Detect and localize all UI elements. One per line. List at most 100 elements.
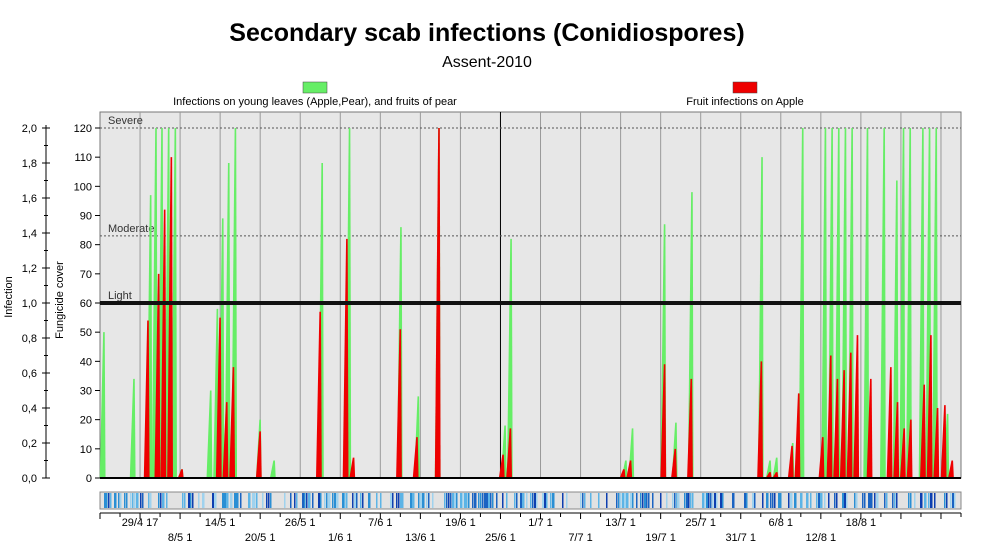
left-tick-label: 1,8 <box>22 158 37 170</box>
red-spike <box>933 408 940 478</box>
strip-mark <box>268 493 270 508</box>
strip-mark <box>732 493 735 508</box>
red-spike <box>833 378 840 478</box>
strip-mark <box>256 493 258 508</box>
strip-mark <box>770 493 772 508</box>
x-tick-label: 13/7 1 <box>605 517 636 529</box>
left-tick-label: 1,0 <box>22 298 37 310</box>
level-label: Light <box>108 290 132 302</box>
strip-mark <box>478 493 480 508</box>
x-tick-label: 25/6 1 <box>485 532 516 544</box>
strip-mark <box>360 493 362 508</box>
x-tick-label: 8/5 1 <box>168 532 192 544</box>
strip-mark <box>214 493 217 508</box>
strip-mark <box>312 493 314 508</box>
strip-mark <box>106 493 108 508</box>
strip-mark <box>326 493 328 508</box>
strip-mark <box>704 493 706 508</box>
red-spike <box>757 361 763 478</box>
level-layer: Severe Moderate Light <box>100 115 961 302</box>
strip-mark <box>114 493 117 508</box>
strip-mark <box>306 493 308 508</box>
strip-mark <box>920 493 923 508</box>
strip-mark <box>460 493 463 508</box>
strip-mark <box>450 493 452 508</box>
strip-mark <box>118 493 120 508</box>
strip-mark <box>252 493 255 508</box>
strip-mark <box>762 493 764 508</box>
red-spike <box>900 428 906 478</box>
strip-mark <box>928 493 930 508</box>
right-tick-label: 40 <box>80 356 92 368</box>
red-spike <box>660 364 667 478</box>
strip-mark <box>640 493 642 508</box>
strip-mark <box>566 493 568 508</box>
strip-mark <box>678 493 680 508</box>
strip-mark <box>666 493 668 508</box>
red-spike <box>772 472 779 478</box>
red-spike <box>839 370 846 478</box>
strip-mark <box>182 493 184 508</box>
strip-mark <box>864 493 866 508</box>
red-spike <box>412 437 419 478</box>
x-tick-label: 26/5 1 <box>285 517 316 529</box>
strip-mark <box>160 493 162 508</box>
red-spike <box>315 311 322 478</box>
strip-mark <box>806 493 809 508</box>
strip-mark <box>934 493 936 508</box>
red-spike <box>143 320 150 478</box>
right-tick-label: 70 <box>80 269 92 281</box>
red-series <box>143 128 954 478</box>
strip-mark <box>598 493 600 508</box>
strip-mark <box>502 493 504 508</box>
strip-mark <box>390 493 393 508</box>
level-label: Severe <box>108 115 143 127</box>
strip-mark <box>346 493 348 508</box>
strip-mark <box>190 493 192 508</box>
strip-mark <box>134 493 136 508</box>
right-tick-label: 80 <box>80 240 92 252</box>
strip-mark <box>188 493 191 508</box>
plot-area <box>99 111 962 479</box>
strip-mark <box>692 493 694 508</box>
strip-mark <box>224 493 227 508</box>
strip-mark <box>484 493 487 508</box>
strip-mark <box>824 493 826 508</box>
strip-mark <box>856 493 858 508</box>
level-label: Moderate <box>108 223 154 235</box>
strip-mark <box>794 493 797 508</box>
red-spike <box>349 457 356 478</box>
strip-mark <box>624 493 627 508</box>
strip-mark <box>130 493 132 508</box>
strip-mark <box>606 493 608 508</box>
x-tick-label: 7/6 1 <box>368 517 392 529</box>
strip-mark <box>684 493 686 508</box>
strip-mark <box>896 493 898 508</box>
strip-mark <box>140 493 142 508</box>
strip-mark <box>788 493 790 508</box>
right-tick-label: 50 <box>80 327 92 339</box>
strip-mark <box>376 493 378 508</box>
chart-title: Secondary scab infections (Conidiospores… <box>229 19 744 47</box>
strip-mark <box>886 493 888 508</box>
strip-mark <box>720 493 723 508</box>
green-spike <box>224 163 231 478</box>
strip-mark <box>914 493 916 508</box>
strip-mark <box>448 493 450 508</box>
strip-mark <box>924 493 927 508</box>
strip-mark <box>950 493 952 508</box>
strip-mark <box>552 493 555 508</box>
strip-mark <box>712 493 714 508</box>
strip-mark <box>356 493 358 508</box>
strip-mark <box>652 493 654 508</box>
strip-mark <box>676 493 678 508</box>
strip-mark <box>544 493 547 508</box>
strip-mark <box>248 493 251 508</box>
strip-mark <box>892 493 894 508</box>
x-tick-label: 25/7 1 <box>685 517 716 529</box>
strip-mark <box>944 493 946 508</box>
right-axis-ticks: 0 10 20 30 40 50 60 70 80 90 100 110 120 <box>74 123 100 485</box>
strip-mark <box>222 493 225 508</box>
strip-mark <box>876 493 879 508</box>
